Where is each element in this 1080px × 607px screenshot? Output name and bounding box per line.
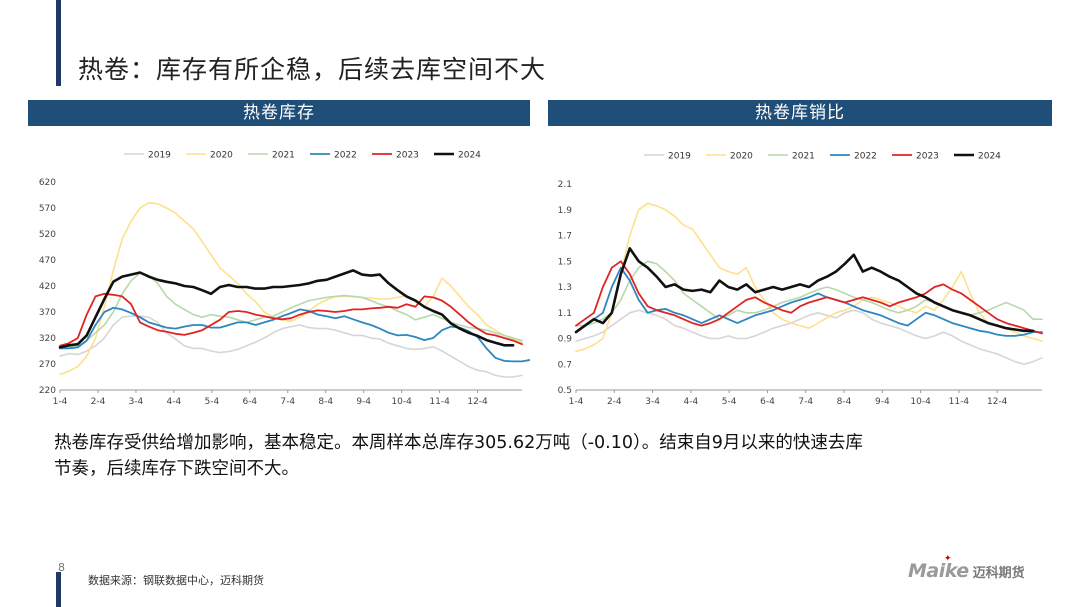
y-tick-label: 1.5 — [558, 257, 572, 267]
x-tick-label: 2-4 — [91, 397, 106, 405]
y-tick-label: 520 — [39, 230, 56, 240]
series-line-2020 — [575, 202, 1043, 353]
legend-label-2024: 2024 — [978, 152, 1001, 162]
x-tick-label: 12-4 — [987, 397, 1008, 405]
x-tick-label: 8-4 — [318, 397, 333, 405]
commentary-text: 热卷库存受供给增加影响，基本稳定。本周样本总库存305.62万吨（-0.10）。… — [54, 430, 1014, 482]
x-tick-label: 2-4 — [607, 397, 622, 405]
legend-label-2020: 2020 — [210, 151, 233, 161]
x-tick-label: 3-4 — [645, 397, 660, 405]
legend-label-2022: 2022 — [854, 152, 877, 162]
x-tick-label: 9-4 — [356, 397, 371, 405]
y-tick-label: 1.7 — [558, 232, 572, 242]
series-line-2024 — [58, 269, 515, 349]
x-tick-label: 8-4 — [837, 397, 852, 405]
x-tick-label: 10-4 — [391, 397, 412, 405]
x-tick-label: 3-4 — [129, 397, 144, 405]
page-number: 8 — [58, 561, 65, 574]
footer-accent-bar — [56, 572, 61, 607]
series-line-2024 — [574, 247, 1035, 334]
y-tick-label: 570 — [39, 204, 56, 214]
y-tick-label: 620 — [39, 178, 56, 188]
y-tick-label: 420 — [39, 282, 56, 292]
y-tick-label: 220 — [39, 386, 56, 396]
series-line-2022 — [575, 266, 1043, 337]
legend-label-2021: 2021 — [792, 152, 815, 162]
y-tick-label: 0.9 — [558, 335, 573, 345]
title-accent-bar — [56, 0, 61, 86]
y-tick-label: 270 — [39, 360, 56, 370]
series-line-2021 — [59, 272, 523, 349]
x-tick-label: 7-4 — [280, 397, 295, 405]
y-tick-label: 1.1 — [558, 309, 572, 319]
commentary-line-1: 热卷库存受供给增加影响，基本稳定。本周样本总库存305.62万吨（-0.10）。… — [54, 433, 863, 453]
page-title: 热卷：库存有所企稳，后续去库空间不大 — [78, 55, 547, 84]
y-tick-label: 0.7 — [558, 360, 572, 370]
x-tick-label: 4-4 — [684, 397, 699, 405]
series-line-2023 — [575, 260, 1043, 335]
y-tick-label: 470 — [39, 256, 56, 266]
logo-star-icon: ✦ — [944, 554, 952, 564]
x-tick-label: 6-4 — [760, 397, 775, 405]
x-tick-label: 1-4 — [53, 397, 68, 405]
x-tick-label: 11-4 — [429, 397, 450, 405]
legend-label-2020: 2020 — [730, 152, 753, 162]
y-tick-label: 320 — [39, 334, 56, 344]
stock-sales-ratio-chart-panel: 热卷库销比 2019 2020 2021 2022 2023 2024 2.1 1.9 1.7 1… — [548, 100, 1052, 405]
y-tick-label: 1.3 — [558, 283, 572, 293]
y-tick-label: 370 — [39, 308, 56, 318]
x-tick-label: 10-4 — [910, 397, 931, 405]
inventory-chart-panel: 热卷库存 2019 2020 2021 2022 2023 2024 620 570 520 47… — [28, 100, 530, 405]
y-tick-label: 2.1 — [558, 180, 572, 190]
y-tick-label: 1.9 — [558, 206, 573, 216]
x-tick-label: 9-4 — [875, 397, 890, 405]
x-tick-label: 7-4 — [798, 397, 813, 405]
data-source-note: 数据来源：钢联数据中心，迈科期货 — [88, 574, 264, 587]
x-tick-label: 6-4 — [242, 397, 257, 405]
legend-label-2019: 2019 — [668, 152, 691, 162]
legend-label-2021: 2021 — [272, 151, 295, 161]
stock-sales-ratio-chart-title: 热卷库销比 — [548, 100, 1052, 126]
inventory-chart-title: 热卷库存 — [28, 100, 530, 126]
legend-label-2019: 2019 — [148, 151, 171, 161]
legend-label-2024: 2024 — [458, 151, 481, 161]
legend-label-2022: 2022 — [334, 151, 357, 161]
series-line-2023 — [59, 292, 523, 347]
series-line-2020 — [59, 202, 523, 376]
x-tick-label: 4-4 — [167, 397, 182, 405]
y-tick-label: 0.5 — [558, 386, 572, 396]
logo-chinese-name: 迈科期货 — [972, 565, 1025, 581]
logo-wordmark: Maike — [908, 560, 969, 582]
x-tick-label: 12-4 — [467, 397, 488, 405]
series-line-2019 — [575, 309, 1043, 366]
x-tick-label: 11-4 — [949, 397, 970, 405]
maike-logo: ✦ Maike 迈科期货 — [908, 554, 1025, 582]
commentary-line-2: 节奏，后续库存下跌空间不大。 — [54, 459, 299, 479]
legend-label-2023: 2023 — [916, 152, 939, 162]
x-tick-label: 5-4 — [204, 397, 219, 405]
x-tick-label: 5-4 — [722, 397, 737, 405]
legend-label-2023: 2023 — [396, 151, 419, 161]
inventory-chart: 2019 2020 2021 2022 2023 2024 620 570 520 470 420 3… — [39, 151, 530, 405]
x-tick-label: 1-4 — [569, 397, 584, 405]
stock-sales-ratio-chart: 2019 2020 2021 2022 2023 2024 2.1 1.9 1.7 1.5 1.3 1… — [558, 152, 1043, 405]
